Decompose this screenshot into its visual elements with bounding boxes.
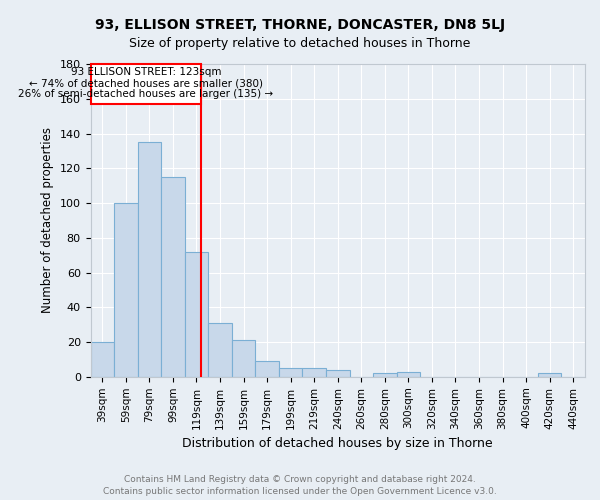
Bar xyxy=(137,142,161,377)
Bar xyxy=(208,323,232,377)
Text: 93, ELLISON STREET, THORNE, DONCASTER, DN8 5LJ: 93, ELLISON STREET, THORNE, DONCASTER, D… xyxy=(95,18,505,32)
FancyBboxPatch shape xyxy=(91,64,201,104)
Bar xyxy=(185,252,208,377)
X-axis label: Distribution of detached houses by size in Thorne: Distribution of detached houses by size … xyxy=(182,437,493,450)
Text: 26% of semi-detached houses are larger (135) →: 26% of semi-detached houses are larger (… xyxy=(18,90,274,100)
Text: Contains HM Land Registry data © Crown copyright and database right 2024.: Contains HM Land Registry data © Crown c… xyxy=(124,475,476,484)
Bar xyxy=(114,203,137,377)
Text: Size of property relative to detached houses in Thorne: Size of property relative to detached ho… xyxy=(130,38,470,51)
Bar xyxy=(326,370,350,377)
Bar xyxy=(279,368,302,377)
Bar xyxy=(91,342,114,377)
Bar xyxy=(373,374,397,377)
Bar xyxy=(302,368,326,377)
Bar xyxy=(161,177,185,377)
Y-axis label: Number of detached properties: Number of detached properties xyxy=(41,128,54,314)
Text: ← 74% of detached houses are smaller (380): ← 74% of detached houses are smaller (38… xyxy=(29,78,263,88)
Bar xyxy=(256,361,279,377)
Bar xyxy=(232,340,256,377)
Bar xyxy=(397,372,420,377)
Text: 93 ELLISON STREET: 123sqm: 93 ELLISON STREET: 123sqm xyxy=(71,67,221,77)
Bar xyxy=(538,374,562,377)
Text: Contains public sector information licensed under the Open Government Licence v3: Contains public sector information licen… xyxy=(103,487,497,496)
